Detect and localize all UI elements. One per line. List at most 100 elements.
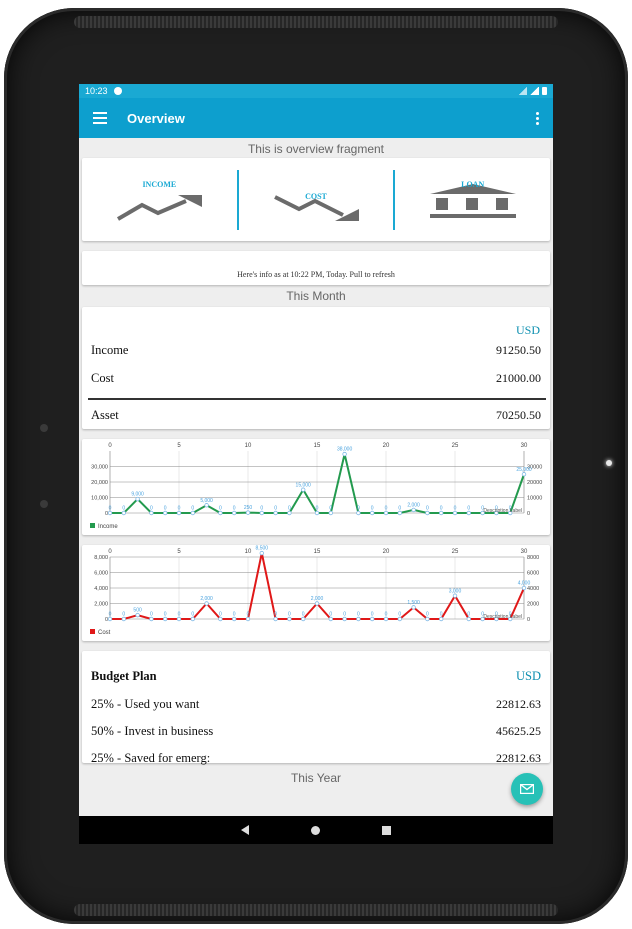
data-point	[383, 510, 389, 516]
data-point	[521, 585, 527, 591]
income-type-label: INCOME	[142, 180, 177, 189]
y-tick-label: 2,000	[94, 602, 108, 608]
info-card[interactable]: Here's info as at 10:22 PM, Today. Pull …	[82, 251, 550, 285]
data-point	[204, 503, 209, 508]
right-y-tick-label: 20000	[527, 480, 542, 486]
income-type-button[interactable]: INCOME	[82, 158, 237, 241]
y-tick-label: 0	[105, 617, 108, 623]
x-tick-label: 15	[314, 443, 321, 449]
data-point	[370, 510, 375, 516]
budget-row-label: 25% - Used you want	[91, 697, 200, 711]
data-label: 0	[426, 612, 429, 618]
data-point	[176, 510, 182, 516]
budget-row: 25% - Saved for emerg: 22812.63	[82, 751, 550, 778]
right-y-tick-label: 2000	[527, 602, 539, 608]
data-point	[259, 550, 264, 556]
email-fab-button[interactable]	[511, 773, 543, 805]
data-label: 38,000	[337, 447, 353, 453]
overview-content[interactable]: This is overview fragment INCOME COST LO…	[79, 138, 553, 816]
more-options-icon[interactable]	[536, 111, 539, 125]
device-screen: 10:23 Overview This is overview fragment…	[79, 84, 553, 844]
data-label: 0	[481, 506, 484, 512]
cost-chart-card[interactable]: 0 5 10 15 20 25 30 0 0 2,000 2000 4,000 4000 6,000 600…	[82, 545, 550, 641]
y-tick-label: 8,000	[94, 555, 108, 561]
data-point	[383, 616, 389, 622]
sync-icon	[113, 87, 122, 95]
data-point	[314, 601, 320, 606]
x-tick-label: 30	[521, 443, 528, 449]
data-point	[162, 510, 168, 516]
data-point	[425, 510, 430, 516]
data-point	[190, 616, 195, 622]
camera-dot	[606, 460, 612, 466]
data-label: 0	[164, 612, 167, 618]
home-icon[interactable]	[311, 825, 320, 835]
data-point	[107, 616, 113, 622]
legend-label: Cost	[98, 630, 111, 636]
data-point	[135, 496, 140, 502]
data-label: 0	[233, 612, 236, 618]
back-icon[interactable]	[241, 825, 249, 835]
recent-apps-icon[interactable]	[382, 825, 391, 835]
data-label: 0	[150, 506, 153, 512]
right-y-tick-label: 30000	[527, 465, 542, 471]
data-label: 0	[357, 612, 360, 618]
data-label: 0	[426, 506, 429, 512]
data-label: 2,000	[311, 596, 324, 602]
signal-icon	[530, 87, 539, 95]
data-label: 0	[233, 506, 236, 512]
data-point	[452, 593, 458, 598]
cost-type-button[interactable]: COST	[236, 169, 394, 230]
status-bar: 10:23	[79, 84, 553, 98]
right-y-tick-label: 8000	[527, 555, 539, 561]
data-label: 0	[219, 612, 222, 618]
data-label: 25,000	[516, 467, 532, 473]
x-tick-label: 25	[452, 549, 459, 555]
data-label: 0	[109, 506, 112, 512]
data-point	[273, 510, 278, 516]
right-y-tick-label: 0	[527, 511, 530, 517]
data-label: 0	[164, 506, 167, 512]
menu-icon[interactable]	[93, 112, 107, 124]
x-tick-label: 20	[383, 549, 390, 555]
data-label: 2,000	[200, 596, 213, 602]
cost-trend-icon	[274, 194, 359, 221]
data-point	[162, 616, 168, 622]
data-label: 0	[509, 506, 512, 512]
x-tick-label: 0	[108, 549, 112, 555]
loan-type-label: LOAN	[461, 179, 485, 189]
data-label: 8,500	[256, 546, 269, 552]
data-point	[314, 510, 320, 516]
data-point	[300, 616, 306, 622]
x-tick-label: 20	[383, 443, 390, 449]
this-month-title: This Month	[286, 289, 346, 303]
budget-row-value: 22812.63	[496, 697, 541, 711]
data-label: 0	[357, 506, 360, 512]
income-label: Income	[91, 343, 129, 357]
data-point	[342, 616, 347, 622]
data-point	[466, 510, 471, 516]
loan-type-button[interactable]: LOAN	[393, 169, 550, 230]
data-point	[218, 510, 223, 516]
data-point	[231, 510, 237, 516]
data-label: 0	[288, 506, 291, 512]
asset-label: Asset	[91, 407, 119, 422]
data-label: 3,000	[449, 588, 462, 594]
data-label: 0	[481, 612, 484, 618]
data-point	[176, 616, 182, 622]
data-label: 0	[109, 612, 112, 618]
data-point	[342, 451, 347, 457]
asset-row: Asset 70250.50	[82, 408, 550, 423]
y-tick-label: 6,000	[94, 571, 108, 577]
data-point	[287, 510, 292, 516]
income-chart-card[interactable]: 0 5 10 15 20 25 30 0 0 10,000 10000 20,000 20000 30,0…	[82, 439, 550, 535]
y-tick-label: 20,000	[91, 480, 108, 486]
data-point	[508, 510, 513, 516]
legend-swatch	[90, 523, 95, 528]
data-label: 0	[398, 612, 401, 618]
data-point	[287, 616, 292, 622]
data-label: 0	[371, 506, 374, 512]
data-point	[397, 510, 402, 516]
